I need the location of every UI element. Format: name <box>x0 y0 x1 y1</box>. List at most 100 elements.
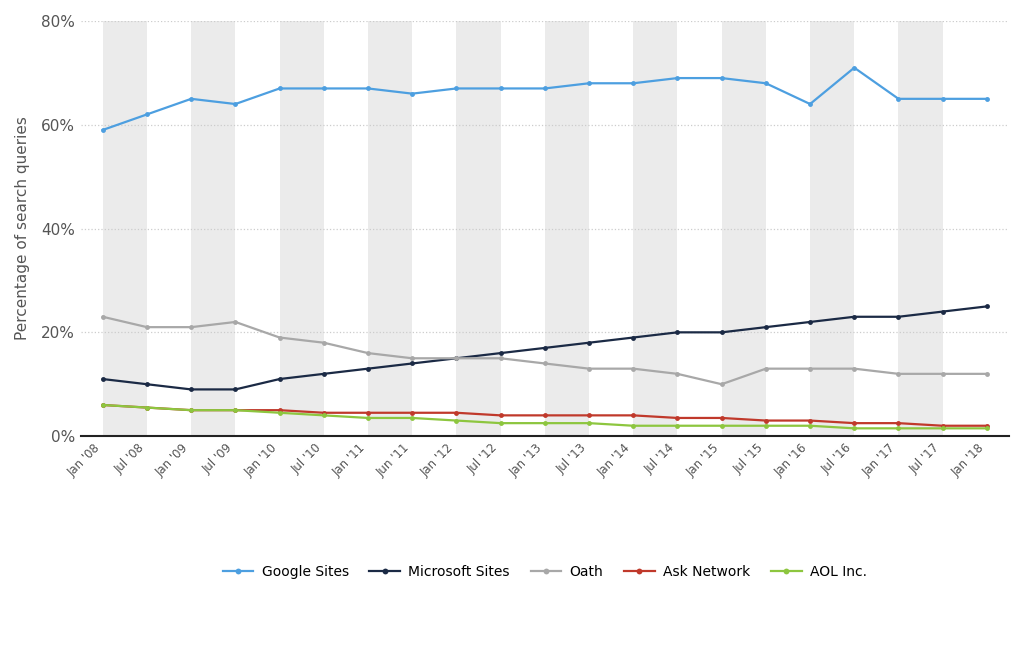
Ask Network <box>361 409 374 417</box>
Google Sites <box>407 89 419 97</box>
Google Sites <box>229 100 242 108</box>
Microsoft Sites <box>141 380 154 388</box>
Microsoft Sites <box>892 313 904 321</box>
Bar <box>191 21 236 436</box>
AOL Inc. <box>451 417 463 425</box>
AOL Inc. <box>317 412 330 420</box>
Google Sites <box>583 79 595 87</box>
Google Sites <box>273 85 286 93</box>
Oath <box>407 354 419 362</box>
AOL Inc. <box>804 422 816 430</box>
Microsoft Sites <box>672 328 684 336</box>
Google Sites <box>892 95 904 103</box>
Google Sites <box>361 85 374 93</box>
Ask Network <box>229 406 242 414</box>
Ask Network <box>760 417 772 425</box>
Line: Ask Network: Ask Network <box>100 403 989 428</box>
Oath <box>892 370 904 378</box>
Google Sites <box>804 100 816 108</box>
Legend: Google Sites, Microsoft Sites, Oath, Ask Network, AOL Inc.: Google Sites, Microsoft Sites, Oath, Ask… <box>217 560 872 584</box>
Bar <box>898 21 943 436</box>
Microsoft Sites <box>583 339 595 347</box>
AOL Inc. <box>141 404 154 412</box>
Microsoft Sites <box>848 313 860 321</box>
Y-axis label: Percentage of search queries: Percentage of search queries <box>15 117 30 340</box>
Oath <box>672 370 684 378</box>
AOL Inc. <box>672 422 684 430</box>
Oath <box>495 354 507 362</box>
Oath <box>937 370 949 378</box>
AOL Inc. <box>981 424 993 432</box>
Bar <box>280 21 324 436</box>
Oath <box>141 323 154 331</box>
Line: Oath: Oath <box>100 314 989 387</box>
AOL Inc. <box>848 424 860 432</box>
Line: Microsoft Sites: Microsoft Sites <box>100 304 989 392</box>
Oath <box>317 339 330 347</box>
Microsoft Sites <box>407 360 419 368</box>
Microsoft Sites <box>317 370 330 378</box>
Google Sites <box>848 64 860 72</box>
AOL Inc. <box>627 422 639 430</box>
AOL Inc. <box>892 424 904 432</box>
Ask Network <box>892 419 904 427</box>
Bar <box>368 21 413 436</box>
Ask Network <box>716 414 728 422</box>
Oath <box>361 349 374 357</box>
Ask Network <box>495 412 507 420</box>
Microsoft Sites <box>760 323 772 331</box>
Bar <box>722 21 766 436</box>
Ask Network <box>407 409 419 417</box>
AOL Inc. <box>583 419 595 427</box>
Ask Network <box>451 409 463 417</box>
Microsoft Sites <box>495 349 507 357</box>
Ask Network <box>804 417 816 425</box>
Oath <box>627 365 639 373</box>
AOL Inc. <box>361 414 374 422</box>
Ask Network <box>185 406 198 414</box>
Oath <box>96 313 109 321</box>
Ask Network <box>627 412 639 420</box>
AOL Inc. <box>495 419 507 427</box>
Google Sites <box>495 85 507 93</box>
Microsoft Sites <box>981 302 993 310</box>
Oath <box>273 334 286 342</box>
Google Sites <box>141 111 154 119</box>
Microsoft Sites <box>451 354 463 362</box>
Google Sites <box>716 74 728 82</box>
Bar <box>102 21 147 436</box>
AOL Inc. <box>716 422 728 430</box>
AOL Inc. <box>937 424 949 432</box>
Google Sites <box>760 79 772 87</box>
Ask Network <box>937 422 949 430</box>
Google Sites <box>451 85 463 93</box>
Bar <box>633 21 678 436</box>
Oath <box>804 365 816 373</box>
Ask Network <box>317 409 330 417</box>
Microsoft Sites <box>96 375 109 383</box>
AOL Inc. <box>229 406 242 414</box>
Ask Network <box>273 406 286 414</box>
Ask Network <box>981 422 993 430</box>
Oath <box>539 360 551 368</box>
Microsoft Sites <box>716 328 728 336</box>
Oath <box>760 365 772 373</box>
Oath <box>981 370 993 378</box>
AOL Inc. <box>407 414 419 422</box>
Ask Network <box>583 412 595 420</box>
Google Sites <box>672 74 684 82</box>
Google Sites <box>185 95 198 103</box>
Microsoft Sites <box>185 386 198 394</box>
Microsoft Sites <box>804 318 816 326</box>
Bar <box>545 21 589 436</box>
Google Sites <box>627 79 639 87</box>
Google Sites <box>937 95 949 103</box>
AOL Inc. <box>185 406 198 414</box>
AOL Inc. <box>96 401 109 409</box>
Oath <box>229 318 242 326</box>
Google Sites <box>539 85 551 93</box>
AOL Inc. <box>539 419 551 427</box>
Ask Network <box>672 414 684 422</box>
Ask Network <box>141 404 154 412</box>
Microsoft Sites <box>229 386 242 394</box>
